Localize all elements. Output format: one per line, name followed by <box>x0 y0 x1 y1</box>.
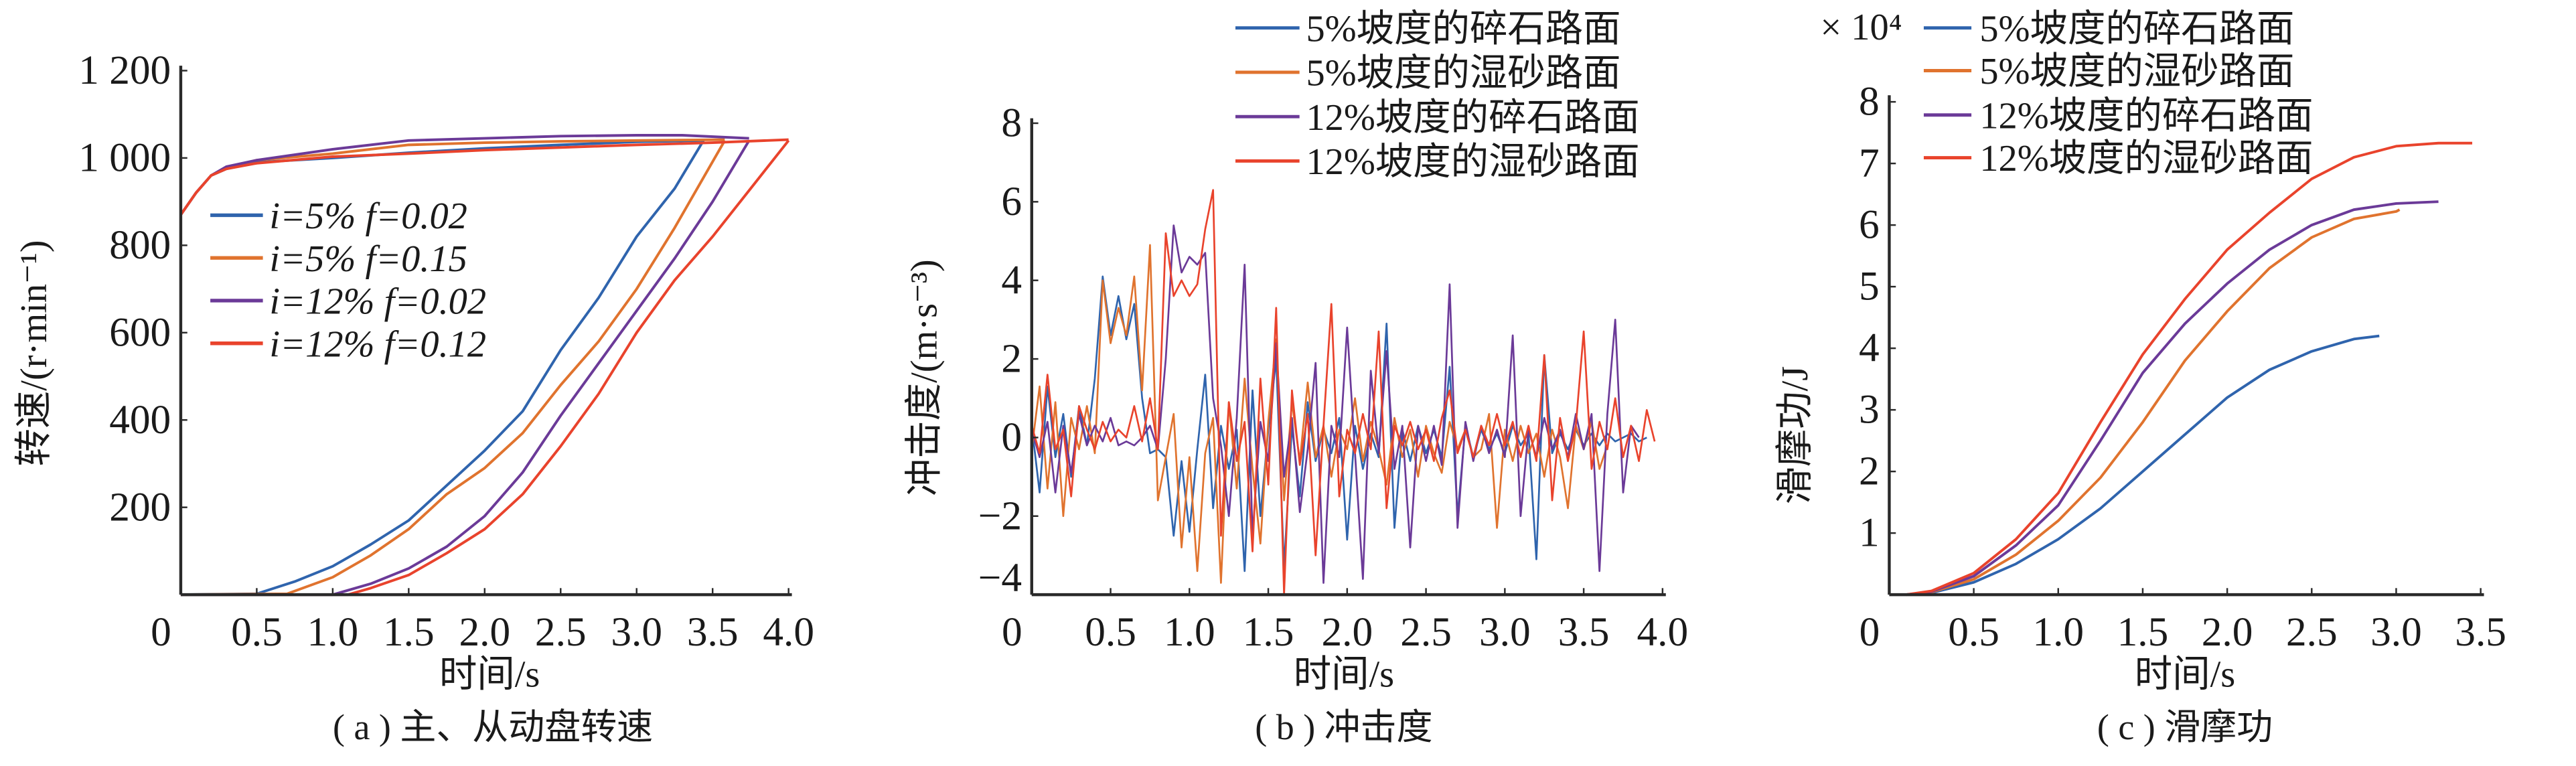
chart-a-caption: ( a ) 主、从动盘转速 <box>333 707 653 747</box>
x-tick-label: 2.5 <box>535 609 587 655</box>
x-tick-label: 1.5 <box>383 609 435 655</box>
chart-b-jerk: 0 0.5 1.0 1.5 2.0 2.5 3.0 3.5 4.0 −4 −2 0 2 4 6 8 冲击度/(… <box>903 8 1688 747</box>
series-line-3 <box>1906 200 2439 597</box>
x-tick-label: 3.0 <box>1479 609 1531 655</box>
x-tick-label: 3.5 <box>687 609 739 655</box>
x-tick-label: 3.0 <box>2370 609 2422 655</box>
series-line-2 <box>1031 244 1608 584</box>
x-tick-label: 1.0 <box>307 609 359 655</box>
chart-b-xlabel: 时间/s <box>1294 654 1394 696</box>
chart-a-legend: i=5% f=0.02 i=5% f=0.15 i=12% f=0.02 i=1… <box>210 196 486 365</box>
chart-c-caption: ( c ) 滑摩功 <box>2097 707 2273 747</box>
series-line-4 <box>1906 141 2473 597</box>
x-tick-label: 1.0 <box>2032 609 2084 655</box>
x-tick-label: 1.5 <box>1243 609 1294 655</box>
x-tick-label: 0.5 <box>1948 609 1999 655</box>
chart-a-plot: 0 0.5 1.0 1.5 2.0 2.5 3.0 3.5 4.0 200 400 600 800 1 0… <box>78 48 814 655</box>
series-line-1 <box>1031 275 1647 572</box>
x-tick-label: 3.5 <box>1558 609 1610 655</box>
series-line-drive-4 <box>179 138 789 216</box>
y-tick-label: 6 <box>1859 202 1880 248</box>
legend-label: 12%坡度的湿砂路面 <box>1979 138 2313 179</box>
chart-b-plot: 0 0.5 1.0 1.5 2.0 2.5 3.0 3.5 4.0 −4 −2 0 2 4 6 8 <box>978 100 1688 656</box>
x-tick-label: 0.5 <box>231 609 283 655</box>
series-line-driven-3 <box>180 139 751 597</box>
legend-label: i=5% f=0.02 <box>269 196 467 237</box>
chart-c-multiplier: × 10⁴ <box>1820 7 1902 48</box>
y-tick-label: 4 <box>1001 257 1022 303</box>
legend-label: 12%坡度的湿砂路面 <box>1306 141 1639 183</box>
legend-label: 5%坡度的碎石路面 <box>1306 8 1620 50</box>
x-tick-label: 0 <box>1860 609 1880 655</box>
y-tick-label: −2 <box>978 493 1022 538</box>
x-tick-label: 0 <box>1002 609 1022 655</box>
chart-b-ylabel: 冲击度/(m·s⁻³) <box>903 259 945 496</box>
y-tick-label: 8 <box>1859 79 1880 125</box>
legend-label: 5%坡度的碎石路面 <box>1979 8 2294 50</box>
y-tick-label: 400 <box>109 397 171 443</box>
y-tick-label: 600 <box>109 309 171 355</box>
y-tick-label: 4 <box>1859 325 1880 371</box>
x-tick-label: 3.0 <box>611 609 662 655</box>
series-line-2 <box>1906 208 2401 597</box>
chart-c-ylabel: 滑摩功/J <box>1774 366 1816 505</box>
x-tick-label: 4.0 <box>1637 609 1689 655</box>
series-line-4 <box>1031 189 1656 596</box>
y-tick-label: 200 <box>109 484 171 530</box>
legend-label: 5%坡度的湿砂路面 <box>1306 53 1620 94</box>
y-tick-label: 5 <box>1859 264 1880 309</box>
chart-a-ylabel: 转速/(r·min⁻¹) <box>13 240 55 466</box>
y-tick-label: 1 000 <box>78 135 171 181</box>
x-tick-label: 4.0 <box>763 609 814 655</box>
x-tick-label: 2.0 <box>1321 609 1373 655</box>
legend-label: i=12% f=0.12 <box>269 323 486 365</box>
x-tick-label: 2.0 <box>459 609 510 655</box>
chart-b-legend: 5%坡度的碎石路面 5%坡度的湿砂路面 12%坡度的碎石路面 12%坡度的湿砂路… <box>1235 8 1640 183</box>
x-tick-label: 0.5 <box>1085 609 1136 655</box>
chart-a-speed: 0 0.5 1.0 1.5 2.0 2.5 3.0 3.5 4.0 200 400 600 800 1 0… <box>13 48 814 747</box>
x-tick-label: 3.5 <box>2455 609 2506 655</box>
x-tick-label: 2.5 <box>1400 609 1452 655</box>
series-line-driven-2 <box>180 139 727 597</box>
y-tick-label: 1 <box>1859 510 1880 556</box>
legend-label: i=12% f=0.02 <box>269 281 486 323</box>
chart-c-legend: 5%坡度的碎石路面 5%坡度的湿砂路面 12%坡度的碎石路面 12%坡度的湿砂路… <box>1923 8 2314 179</box>
x-tick-label: 1.5 <box>2117 609 2169 655</box>
legend-label: i=5% f=0.15 <box>269 238 467 280</box>
legend-label: 12%坡度的碎石路面 <box>1979 95 2313 137</box>
series-line-driven-4 <box>180 139 790 597</box>
x-tick-label: 2.0 <box>2202 609 2253 655</box>
y-tick-label: 0 <box>1001 414 1022 460</box>
y-tick-label: 3 <box>1859 387 1880 433</box>
y-tick-label: 1 200 <box>78 48 171 93</box>
legend-label: 12%坡度的碎石路面 <box>1306 97 1639 139</box>
y-tick-label: 800 <box>109 222 171 268</box>
y-tick-label: 7 <box>1859 141 1880 186</box>
chart-b-caption: ( b ) 冲击度 <box>1255 707 1432 747</box>
chart-c-xlabel: 时间/s <box>2135 654 2235 696</box>
y-tick-label: 8 <box>1001 100 1022 146</box>
y-tick-label: 2 <box>1859 449 1880 494</box>
series-line-1 <box>1906 334 2380 597</box>
x-tick-label: 2.5 <box>2286 609 2338 655</box>
legend-label: 5%坡度的湿砂路面 <box>1979 51 2294 92</box>
x-tick-label: 1.0 <box>1164 609 1215 655</box>
x-tick-label: 0 <box>151 609 171 655</box>
series-line-driven-1 <box>180 139 705 597</box>
y-tick-label: 6 <box>1001 179 1022 224</box>
y-tick-label: 2 <box>1001 336 1022 382</box>
y-tick-label: −4 <box>978 555 1022 601</box>
chart-c-friction-work: 0 0.5 1.0 1.5 2.0 2.5 3.0 3.5 1 2 3 4 5 6 7 8 滑摩功/J × 1… <box>1774 7 2506 747</box>
chart-c-plot: 0 0.5 1.0 1.5 2.0 2.5 3.0 3.5 1 2 3 4 5 6 7 8 <box>1859 79 2506 655</box>
chart-a-xlabel: 时间/s <box>439 654 540 696</box>
